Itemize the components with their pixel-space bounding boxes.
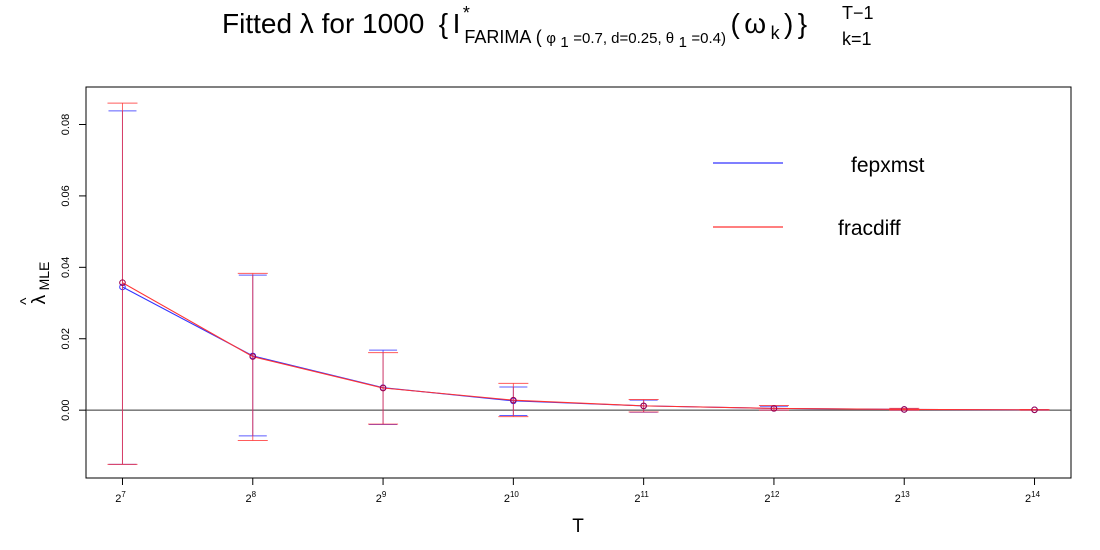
y-axis: 0.00 0.02 0.04 0.06 0.08 bbox=[60, 114, 86, 421]
series-line bbox=[122, 286, 1035, 411]
svg-text:λ MLE: λ MLE bbox=[29, 262, 52, 305]
x-axis-title: T bbox=[572, 516, 584, 537]
data-point bbox=[770, 405, 778, 412]
y-tick-label: 0.06 bbox=[60, 185, 72, 206]
legend: fepxmst fracdiff bbox=[713, 154, 925, 240]
x-tick-label: 213 bbox=[895, 490, 911, 505]
data-point bbox=[379, 384, 387, 392]
y-tick-label: 0.02 bbox=[60, 328, 72, 349]
y-axis-title: λ MLE ^ bbox=[18, 262, 52, 305]
chart-title-subscript: k=1 bbox=[842, 29, 872, 49]
x-tick-label: 214 bbox=[1025, 490, 1041, 505]
series-layer bbox=[107, 102, 1050, 465]
series-line bbox=[122, 282, 1035, 411]
x-tick-label: 29 bbox=[376, 490, 387, 505]
y-tick-label: 0.08 bbox=[60, 114, 72, 135]
x-tick-label: 28 bbox=[245, 490, 256, 505]
x-tick-label: 27 bbox=[115, 490, 126, 505]
plot-frame bbox=[85, 86, 1072, 479]
x-axis: 27 28 29 210 211 212 213 214 bbox=[115, 478, 1041, 505]
legend-label-fepxmst: fepxmst bbox=[851, 154, 925, 177]
x-tick-label: 210 bbox=[504, 490, 520, 505]
data-point bbox=[900, 406, 908, 413]
chart-title: Fitted λ for 1000 { I * FARIMA ( φ 1 =0.… bbox=[222, 3, 807, 51]
data-point bbox=[1031, 406, 1038, 414]
x-tick-label: 212 bbox=[764, 490, 780, 505]
data-point bbox=[510, 396, 517, 404]
y-tick-label: 0.00 bbox=[60, 399, 72, 420]
series-fracdiff bbox=[107, 102, 1050, 465]
y-axis-title-main: λ bbox=[29, 294, 50, 304]
data-point bbox=[640, 402, 647, 410]
x-tick-label: 211 bbox=[634, 490, 649, 505]
y-tick-label: 0.04 bbox=[60, 257, 72, 278]
data-point bbox=[119, 279, 126, 286]
y-axis-title-sub: MLE bbox=[36, 262, 52, 291]
y-axis-title-hat: ^ bbox=[18, 297, 35, 305]
chart-title-superscript: T−1 bbox=[842, 3, 874, 23]
data-point bbox=[249, 353, 257, 360]
legend-label-fracdiff: fracdiff bbox=[838, 217, 901, 240]
